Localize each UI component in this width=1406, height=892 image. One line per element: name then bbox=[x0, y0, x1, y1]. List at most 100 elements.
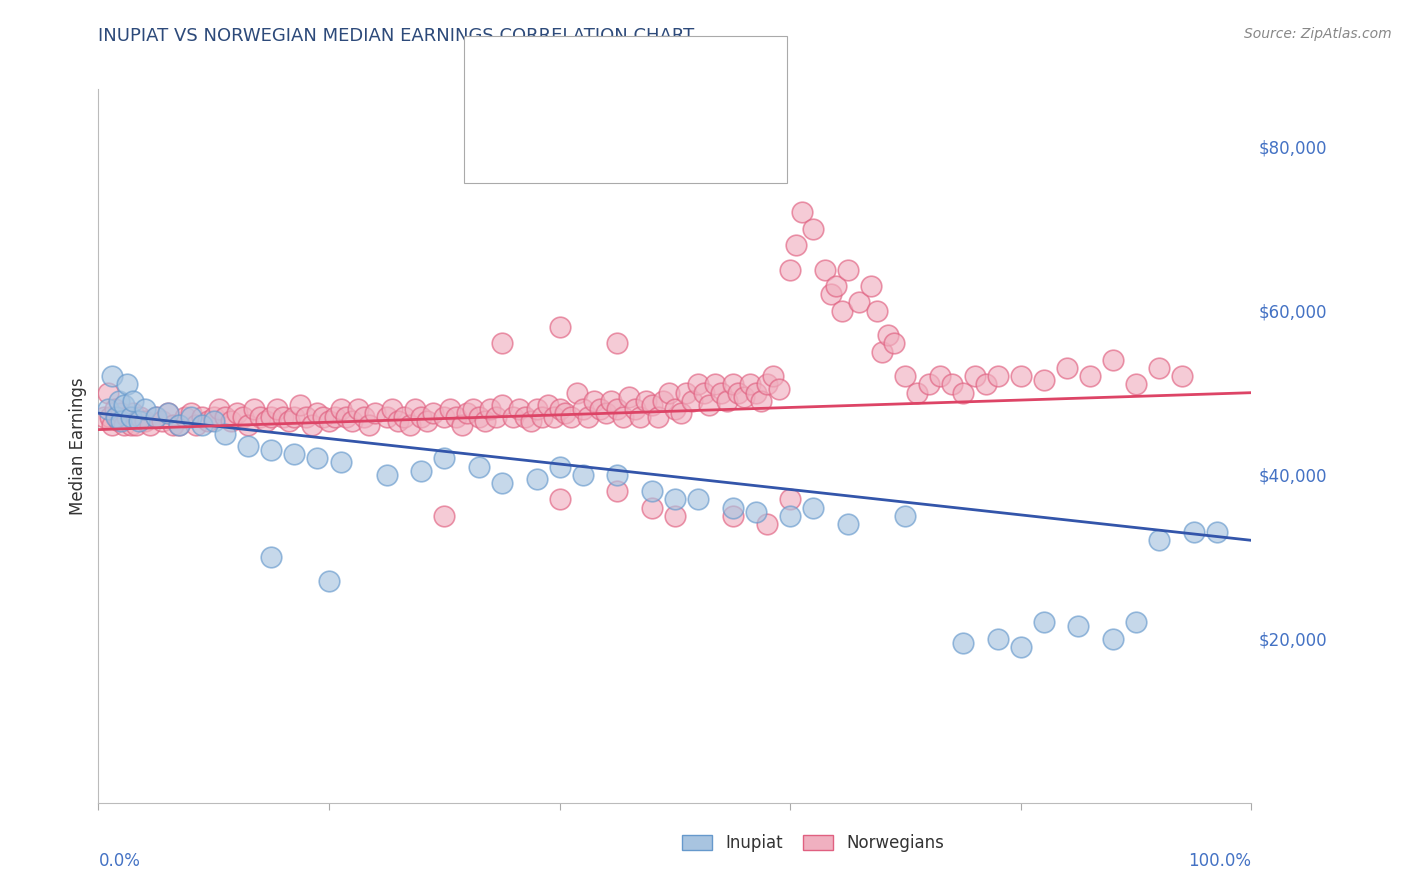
Point bbox=[318, 414, 340, 428]
Point bbox=[461, 402, 484, 417]
Point bbox=[831, 303, 853, 318]
Point bbox=[359, 418, 381, 433]
Point bbox=[664, 402, 686, 417]
Point bbox=[520, 414, 543, 428]
Point bbox=[894, 508, 917, 523]
Point bbox=[1125, 615, 1147, 630]
Point bbox=[180, 410, 202, 425]
Point bbox=[277, 414, 299, 428]
Text: -0.423: -0.423 bbox=[561, 71, 619, 87]
Point bbox=[129, 410, 152, 425]
Point bbox=[693, 385, 716, 400]
Point bbox=[721, 500, 744, 515]
Text: 0.131: 0.131 bbox=[561, 140, 617, 155]
Point bbox=[837, 516, 859, 531]
Point bbox=[271, 410, 294, 425]
Point bbox=[686, 377, 709, 392]
Point bbox=[686, 492, 709, 507]
Point bbox=[290, 398, 312, 412]
Point bbox=[859, 279, 882, 293]
Point bbox=[756, 516, 779, 531]
Point bbox=[433, 508, 456, 523]
Point bbox=[122, 406, 145, 420]
Point bbox=[231, 410, 254, 425]
Point bbox=[411, 410, 433, 425]
Point bbox=[1147, 533, 1170, 548]
Point bbox=[97, 385, 120, 400]
Point bbox=[329, 402, 352, 417]
Point bbox=[249, 410, 271, 425]
Point bbox=[150, 414, 173, 428]
Point bbox=[98, 410, 121, 425]
Point bbox=[652, 393, 675, 408]
Point bbox=[491, 398, 513, 412]
Point bbox=[733, 390, 755, 404]
Point bbox=[664, 508, 686, 523]
Point bbox=[266, 402, 288, 417]
Point bbox=[941, 377, 963, 392]
Point bbox=[571, 467, 593, 482]
Point bbox=[768, 382, 790, 396]
Point bbox=[647, 410, 669, 425]
Point bbox=[669, 406, 692, 420]
Point bbox=[110, 414, 132, 428]
Point bbox=[664, 492, 686, 507]
Point bbox=[104, 410, 127, 425]
Point bbox=[145, 410, 167, 425]
Point bbox=[260, 549, 283, 564]
Point bbox=[156, 406, 179, 420]
Point bbox=[307, 451, 329, 466]
Point bbox=[744, 385, 766, 400]
Point bbox=[1102, 352, 1125, 367]
Point bbox=[128, 414, 150, 428]
Point bbox=[537, 398, 560, 412]
Text: 100.0%: 100.0% bbox=[1188, 852, 1251, 870]
Point bbox=[595, 406, 617, 420]
Point bbox=[375, 467, 398, 482]
Point bbox=[548, 492, 571, 507]
Point bbox=[405, 402, 427, 417]
Point bbox=[848, 295, 870, 310]
Point bbox=[375, 410, 398, 425]
Point bbox=[197, 414, 219, 428]
Point bbox=[727, 385, 749, 400]
Point bbox=[117, 410, 139, 425]
Point bbox=[565, 385, 588, 400]
Point bbox=[433, 410, 456, 425]
Point bbox=[756, 377, 779, 392]
Point bbox=[681, 393, 703, 408]
Text: N= 142: N= 142 bbox=[613, 140, 679, 155]
Point bbox=[606, 484, 628, 499]
Point bbox=[548, 459, 571, 474]
Text: 0.0%: 0.0% bbox=[98, 852, 141, 870]
Point bbox=[392, 410, 415, 425]
Text: INUPIAT VS NORWEGIAN MEDIAN EARNINGS CORRELATION CHART: INUPIAT VS NORWEGIAN MEDIAN EARNINGS COR… bbox=[98, 27, 695, 45]
Point bbox=[186, 418, 208, 433]
Point bbox=[312, 410, 335, 425]
Point bbox=[103, 402, 125, 417]
Point bbox=[641, 500, 664, 515]
Point bbox=[606, 336, 628, 351]
Text: Source: ZipAtlas.com: Source: ZipAtlas.com bbox=[1244, 27, 1392, 41]
Point bbox=[837, 262, 859, 277]
Point bbox=[600, 393, 623, 408]
Point bbox=[1147, 361, 1170, 376]
Point bbox=[491, 336, 513, 351]
Point bbox=[468, 410, 491, 425]
Point bbox=[353, 410, 375, 425]
Point bbox=[929, 369, 952, 384]
Point bbox=[180, 406, 202, 420]
Point bbox=[191, 418, 214, 433]
Point bbox=[474, 414, 496, 428]
Point bbox=[364, 406, 387, 420]
Point bbox=[238, 439, 260, 453]
Point bbox=[820, 287, 842, 301]
Point bbox=[225, 406, 247, 420]
Point bbox=[444, 410, 467, 425]
Point bbox=[202, 414, 225, 428]
Point bbox=[583, 393, 606, 408]
Point bbox=[987, 369, 1010, 384]
Point bbox=[987, 632, 1010, 646]
Point bbox=[628, 410, 651, 425]
Legend: Inupiat, Norwegians: Inupiat, Norwegians bbox=[675, 828, 950, 859]
